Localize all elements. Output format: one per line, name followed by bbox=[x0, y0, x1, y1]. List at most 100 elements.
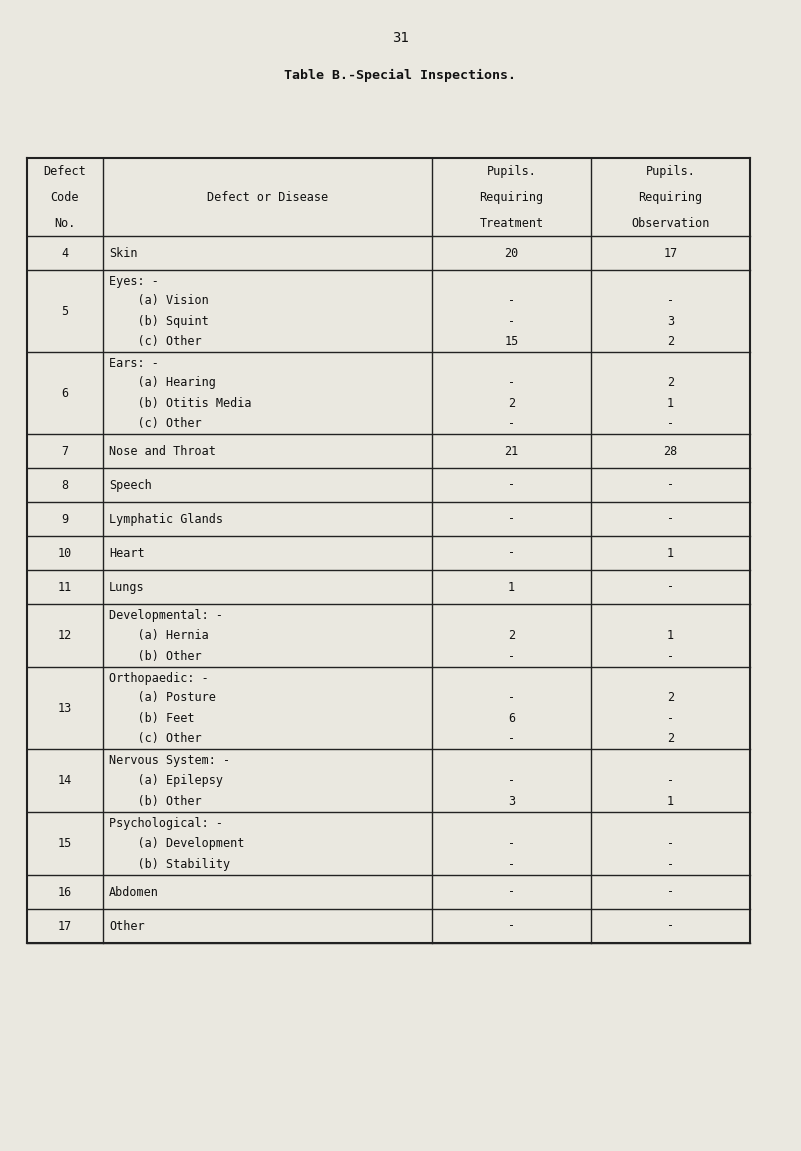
Text: Nose and Throat: Nose and Throat bbox=[109, 444, 215, 457]
Text: Requiring: Requiring bbox=[479, 191, 543, 204]
Text: Heart: Heart bbox=[109, 547, 144, 559]
Text: Nervous System: -: Nervous System: - bbox=[109, 754, 230, 767]
Text: 2: 2 bbox=[667, 732, 674, 745]
Text: (b) Feet: (b) Feet bbox=[109, 711, 195, 725]
Text: 1: 1 bbox=[667, 547, 674, 559]
Text: Lymphatic Glands: Lymphatic Glands bbox=[109, 512, 223, 526]
Text: 21: 21 bbox=[505, 444, 518, 457]
Text: Defect: Defect bbox=[43, 165, 87, 177]
Text: 16: 16 bbox=[58, 885, 72, 899]
Text: -: - bbox=[667, 837, 674, 849]
Text: -: - bbox=[508, 479, 515, 491]
Text: -: - bbox=[667, 711, 674, 725]
Text: 12: 12 bbox=[58, 628, 72, 642]
Text: -: - bbox=[508, 857, 515, 871]
Text: (c) Other: (c) Other bbox=[109, 732, 202, 745]
Text: Skin: Skin bbox=[109, 246, 138, 259]
Text: 20: 20 bbox=[505, 246, 518, 259]
Text: -: - bbox=[508, 885, 515, 899]
Text: 2: 2 bbox=[667, 692, 674, 704]
Text: -: - bbox=[508, 295, 515, 307]
Text: 28: 28 bbox=[663, 444, 678, 457]
Text: -: - bbox=[667, 920, 674, 932]
Text: -: - bbox=[508, 920, 515, 932]
Text: -: - bbox=[508, 773, 515, 787]
Text: 6: 6 bbox=[62, 387, 69, 399]
Text: (b) Squint: (b) Squint bbox=[109, 314, 209, 328]
Text: 1: 1 bbox=[667, 397, 674, 410]
Text: Developmental: -: Developmental: - bbox=[109, 609, 223, 622]
Text: -: - bbox=[667, 885, 674, 899]
Text: Pupils.: Pupils. bbox=[646, 165, 695, 177]
Text: No.: No. bbox=[54, 216, 75, 229]
Text: -: - bbox=[508, 547, 515, 559]
Text: 10: 10 bbox=[58, 547, 72, 559]
Text: 6: 6 bbox=[508, 711, 515, 725]
Text: Abdomen: Abdomen bbox=[109, 885, 159, 899]
Text: Ears: -: Ears: - bbox=[109, 357, 159, 369]
Text: (b) Stability: (b) Stability bbox=[109, 857, 230, 871]
Text: Pupils.: Pupils. bbox=[486, 165, 537, 177]
Text: Eyes: -: Eyes: - bbox=[109, 275, 159, 288]
Text: (a) Vision: (a) Vision bbox=[109, 295, 209, 307]
Text: Lungs: Lungs bbox=[109, 580, 144, 594]
Text: -: - bbox=[508, 732, 515, 745]
Text: 31: 31 bbox=[392, 31, 409, 45]
Text: -: - bbox=[667, 857, 674, 871]
Text: 2: 2 bbox=[508, 397, 515, 410]
Text: 17: 17 bbox=[58, 920, 72, 932]
Text: -: - bbox=[667, 650, 674, 663]
Text: -: - bbox=[508, 692, 515, 704]
Text: Orthopaedic: -: Orthopaedic: - bbox=[109, 672, 209, 685]
Text: Speech: Speech bbox=[109, 479, 151, 491]
Text: 9: 9 bbox=[62, 512, 69, 526]
Text: Observation: Observation bbox=[631, 216, 710, 229]
Text: 1: 1 bbox=[667, 628, 674, 642]
Text: 15: 15 bbox=[505, 335, 518, 349]
Text: (c) Other: (c) Other bbox=[109, 418, 202, 430]
Text: -: - bbox=[508, 418, 515, 430]
Text: (a) Epilepsy: (a) Epilepsy bbox=[109, 773, 223, 787]
Text: -: - bbox=[508, 837, 515, 849]
Text: 3: 3 bbox=[508, 795, 515, 808]
Text: (b) Other: (b) Other bbox=[109, 650, 202, 663]
Text: -: - bbox=[667, 773, 674, 787]
Text: 1: 1 bbox=[667, 795, 674, 808]
Text: 4: 4 bbox=[62, 246, 69, 259]
Text: 3: 3 bbox=[667, 314, 674, 328]
Text: (a) Hernia: (a) Hernia bbox=[109, 628, 209, 642]
Text: Treatment: Treatment bbox=[479, 216, 543, 229]
Text: 14: 14 bbox=[58, 773, 72, 787]
Text: -: - bbox=[667, 418, 674, 430]
Text: -: - bbox=[667, 479, 674, 491]
Text: Code: Code bbox=[50, 191, 79, 204]
Text: -: - bbox=[508, 512, 515, 526]
Text: 8: 8 bbox=[62, 479, 69, 491]
Text: Defect or Disease: Defect or Disease bbox=[207, 191, 328, 204]
Text: 2: 2 bbox=[508, 628, 515, 642]
Text: 13: 13 bbox=[58, 701, 72, 715]
Text: 15: 15 bbox=[58, 837, 72, 849]
Text: (c) Other: (c) Other bbox=[109, 335, 202, 349]
Text: Other: Other bbox=[109, 920, 144, 932]
Text: Requiring: Requiring bbox=[638, 191, 702, 204]
Text: (a) Hearing: (a) Hearing bbox=[109, 376, 215, 389]
Text: -: - bbox=[667, 512, 674, 526]
Text: -: - bbox=[667, 295, 674, 307]
Text: (a) Posture: (a) Posture bbox=[109, 692, 215, 704]
Text: -: - bbox=[508, 376, 515, 389]
Text: 11: 11 bbox=[58, 580, 72, 594]
Text: 1: 1 bbox=[508, 580, 515, 594]
Text: -: - bbox=[667, 580, 674, 594]
Text: 5: 5 bbox=[62, 305, 69, 318]
Text: (b) Otitis Media: (b) Otitis Media bbox=[109, 397, 252, 410]
Text: -: - bbox=[508, 314, 515, 328]
Text: 17: 17 bbox=[663, 246, 678, 259]
Text: Psychological: -: Psychological: - bbox=[109, 817, 223, 830]
Text: 7: 7 bbox=[62, 444, 69, 457]
Text: (b) Other: (b) Other bbox=[109, 795, 202, 808]
Text: 2: 2 bbox=[667, 335, 674, 349]
Text: (a) Development: (a) Development bbox=[109, 837, 244, 849]
Text: Table B.-Special Inspections.: Table B.-Special Inspections. bbox=[284, 68, 517, 82]
Text: -: - bbox=[508, 650, 515, 663]
